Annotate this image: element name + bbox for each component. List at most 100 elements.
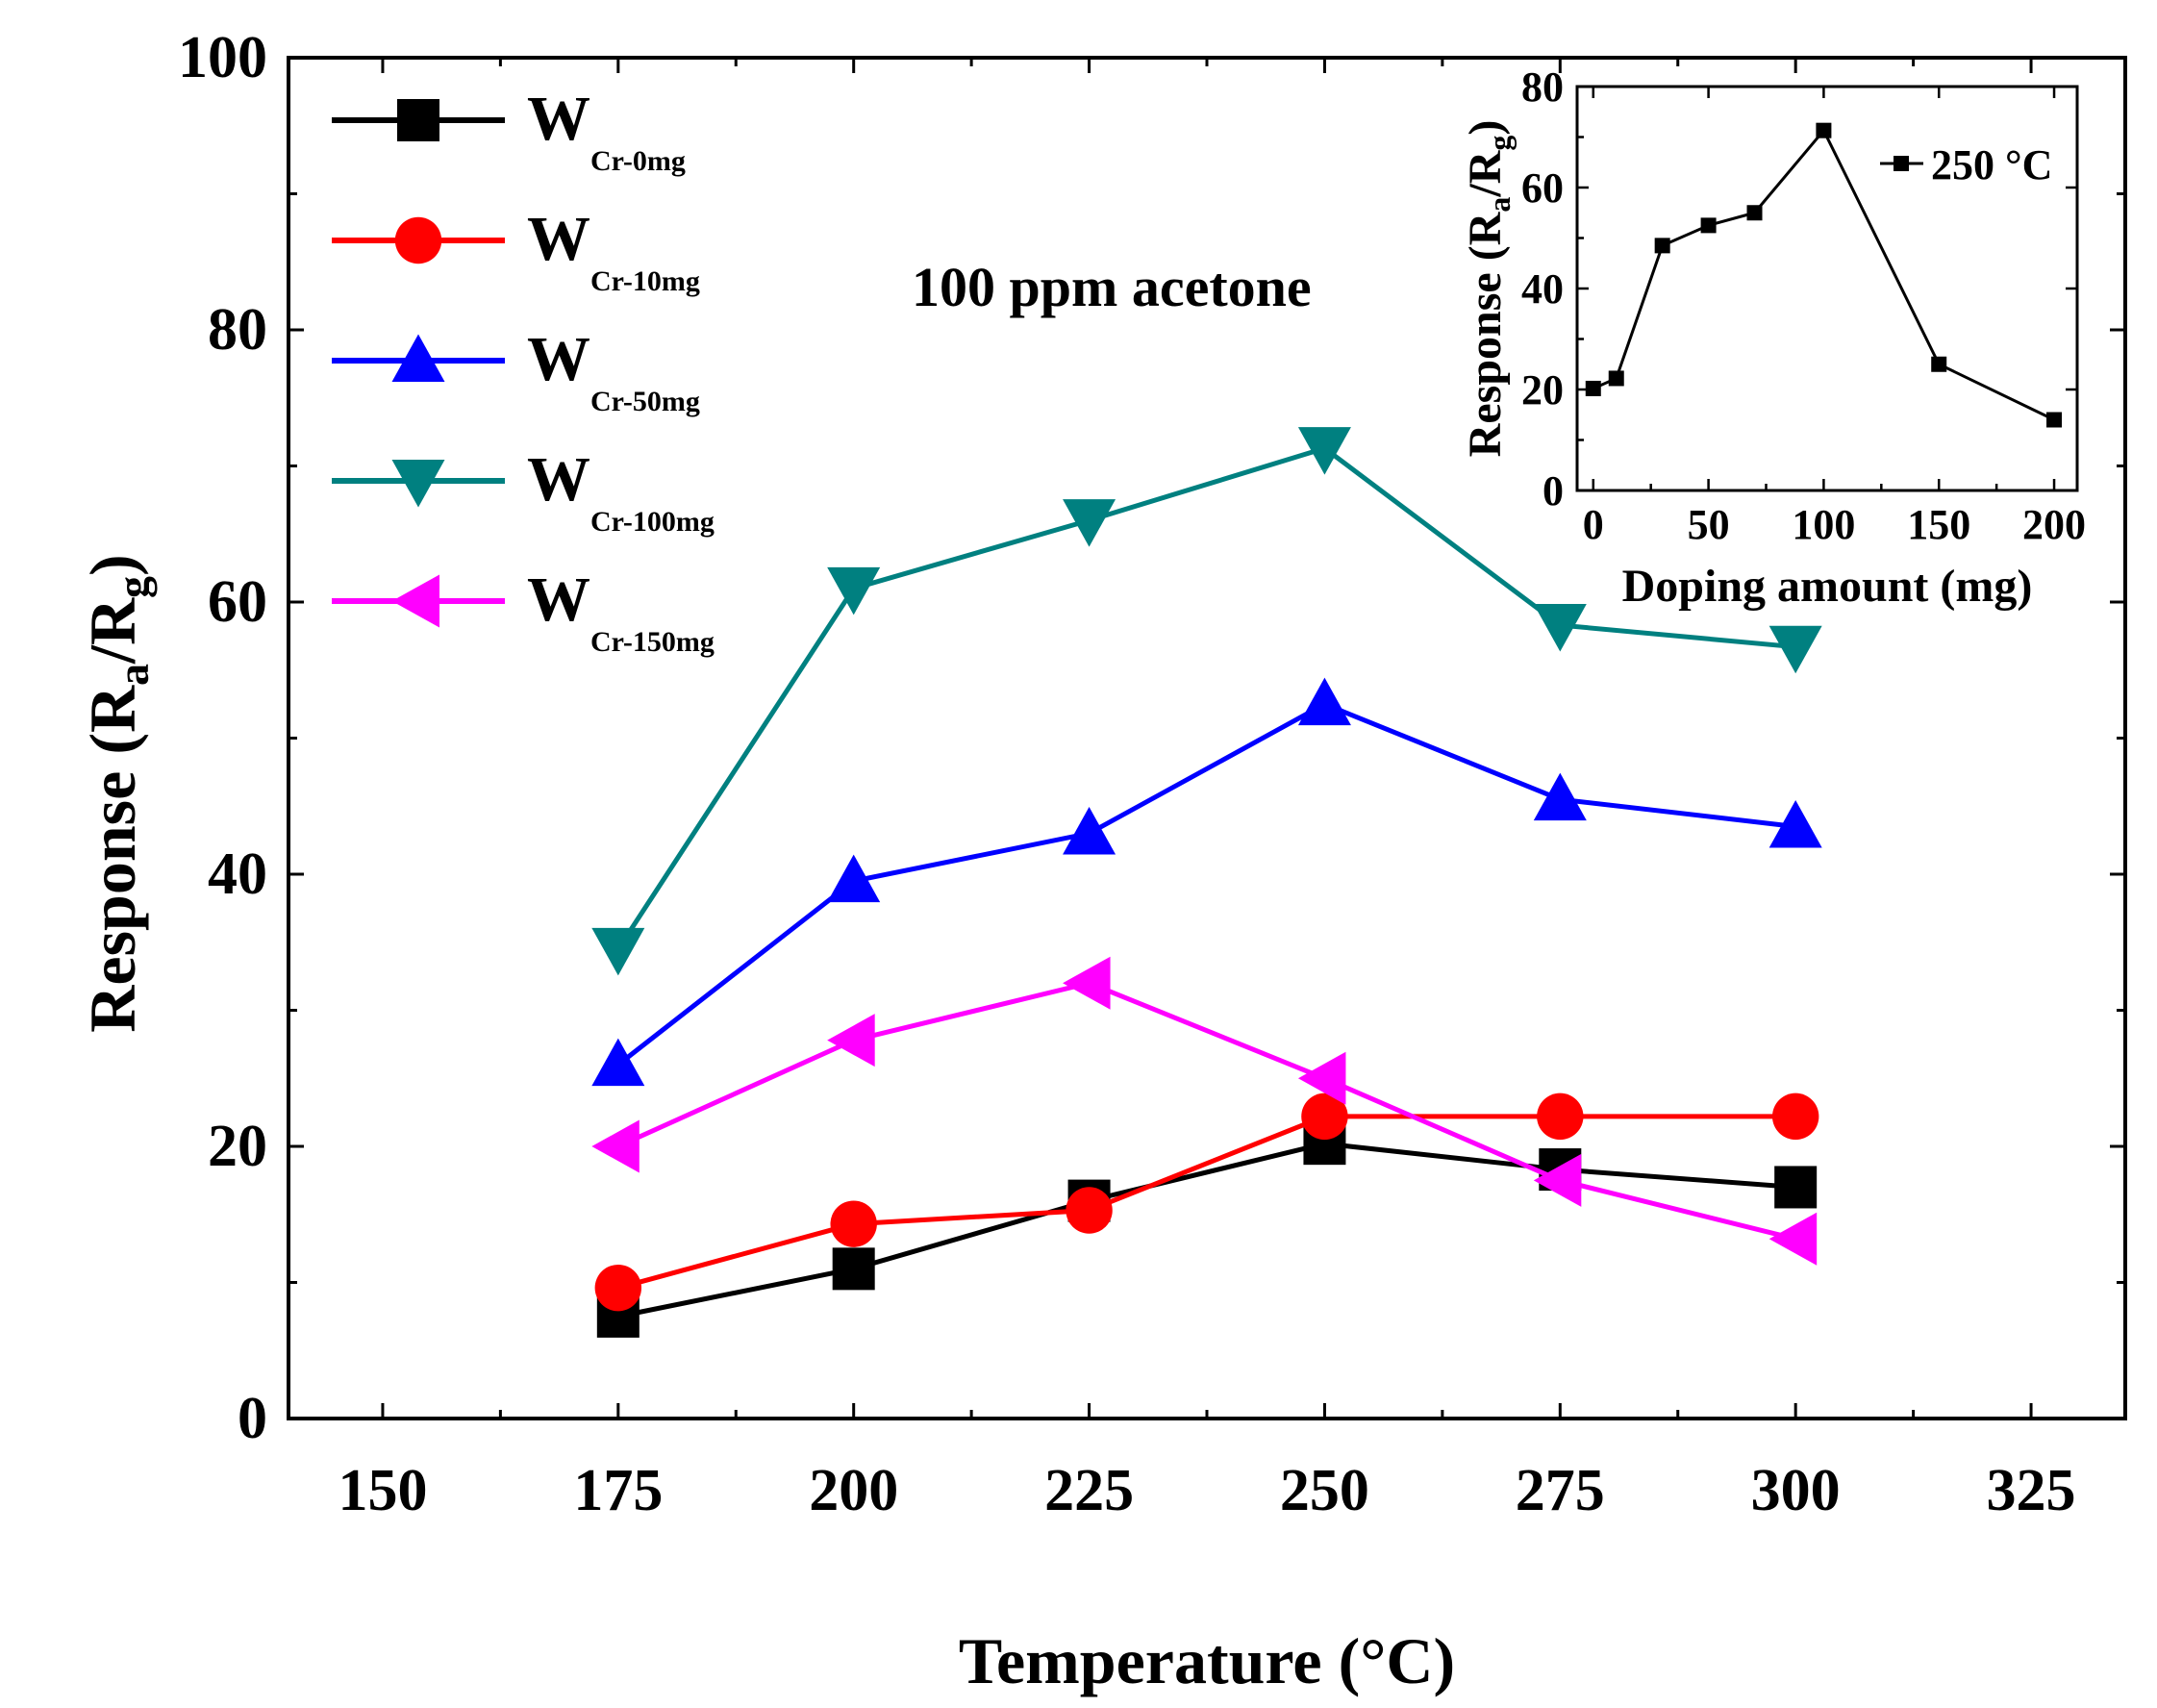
y-tick-label: 0	[238, 1386, 267, 1451]
legend-item: WCr-0mg	[332, 84, 686, 177]
inset-series-line	[1593, 127, 2055, 421]
data-point	[1533, 1153, 1582, 1207]
inset-x-tick-label: 150	[1907, 501, 1970, 548]
x-tick-label: 250	[1280, 1458, 1369, 1523]
legend-marker	[391, 460, 445, 508]
legend-label-sub: Cr-50mg	[590, 386, 700, 417]
legend-label: WCr-150mg	[527, 565, 715, 658]
legend-marker	[391, 334, 445, 382]
series-cr-10mg	[594, 1093, 1819, 1312]
main-y-axis-label: Response (Ra/Rg)	[76, 554, 158, 1032]
data-point	[1063, 807, 1116, 855]
inset-legend-label: 250 °C	[1931, 141, 2052, 188]
data-point	[1066, 1187, 1113, 1234]
main-series-layer	[591, 427, 1822, 1338]
inset-y-tick-label: 80	[1521, 63, 1564, 111]
y-tick-label: 100	[178, 25, 267, 90]
inset-data-point	[1700, 217, 1717, 234]
legend-label-main: W	[527, 84, 590, 154]
data-point	[591, 927, 645, 976]
legend-marker	[391, 574, 439, 628]
legend-label-main: W	[527, 324, 590, 394]
data-point	[1297, 427, 1351, 475]
inset-data-point	[1931, 356, 1947, 372]
x-tick-label: 275	[1516, 1458, 1605, 1523]
data-point	[1768, 625, 1822, 674]
data-point	[830, 1200, 877, 1247]
data-point	[827, 854, 881, 903]
series-cr-50mg	[591, 677, 1822, 1087]
main-x-axis-label: Temperature (°C)	[959, 1624, 1455, 1697]
legend-label-main: W	[527, 444, 590, 515]
legend-label: WCr-50mg	[527, 324, 700, 417]
legend-label: WCr-0mg	[527, 84, 686, 177]
inset-data-point	[1816, 122, 1832, 138]
inset-y-tick-label: 60	[1521, 164, 1564, 212]
legend-item: WCr-100mg	[332, 444, 715, 538]
y-tick-label: 40	[208, 841, 267, 907]
series-cr-0mg	[596, 1122, 1818, 1338]
inset-x-tick-label: 200	[2022, 501, 2086, 548]
inset-data-point	[1746, 205, 1763, 221]
series-line	[617, 1141, 1796, 1319]
legend-label-sub: Cr-150mg	[590, 626, 715, 658]
series-cr-150mg	[591, 956, 1818, 1266]
data-point	[591, 1119, 640, 1173]
series-line	[616, 980, 1796, 1242]
series-cr-100mg	[591, 427, 1822, 976]
chart-annotation: 100 ppm acetone	[912, 256, 1312, 318]
inset-axis-ticks: 0 50 100 150 200 0 20 40 60 80	[1521, 63, 2086, 548]
x-tick-label: 175	[573, 1458, 663, 1523]
data-point	[1768, 1212, 1818, 1266]
data-point	[827, 1014, 875, 1068]
data-point	[1537, 1093, 1584, 1141]
inset-y-tick-label: 0	[1543, 467, 1564, 515]
data-point	[591, 1038, 645, 1087]
legend-label-sub: Cr-10mg	[590, 265, 700, 297]
legend-marker	[394, 216, 442, 264]
data-point	[1297, 1051, 1346, 1105]
inset-data-point	[1654, 238, 1670, 254]
legend-label: WCr-100mg	[527, 444, 715, 538]
inset-x-axis-label: Doping amount (mg)	[1622, 561, 2033, 612]
data-point	[1301, 1093, 1348, 1141]
data-point	[594, 1264, 642, 1312]
series-line	[616, 701, 1796, 1068]
legend-item: WCr-150mg	[332, 565, 715, 658]
inset-data-point	[1585, 380, 1601, 396]
data-point	[1297, 677, 1351, 726]
inset-series-layer	[1585, 122, 2063, 428]
data-point	[1533, 604, 1587, 652]
inset-x-tick-label: 0	[1583, 501, 1604, 548]
legend-label-sub: Cr-100mg	[590, 506, 715, 538]
x-tick-label: 325	[1987, 1458, 2076, 1523]
x-tick-label: 300	[1751, 1458, 1841, 1523]
legend-label-main: W	[527, 204, 590, 274]
inset-data-point	[2046, 412, 2063, 428]
y-tick-label: 80	[208, 297, 267, 363]
legend-item: WCr-50mg	[332, 324, 700, 417]
x-tick-label: 200	[809, 1458, 898, 1523]
inset-y-tick-label: 20	[1521, 366, 1564, 414]
legend-label: WCr-10mg	[527, 204, 700, 297]
x-tick-label: 150	[338, 1458, 427, 1523]
inset-y-axis-label: Response (Ra/Rg)	[1460, 120, 1517, 458]
data-point	[827, 566, 881, 615]
inset-data-point	[1608, 370, 1624, 387]
x-tick-label: 225	[1044, 1458, 1134, 1523]
legend-item: WCr-10mg	[332, 204, 700, 297]
series-line	[615, 445, 1796, 951]
inset-legend-marker	[1894, 156, 1909, 171]
inset-y-tick-label: 40	[1521, 265, 1564, 313]
legend-label-main: W	[527, 565, 590, 635]
y-tick-label: 60	[208, 569, 267, 635]
y-tick-label: 20	[208, 1114, 267, 1179]
inset-x-tick-label: 100	[1792, 501, 1855, 548]
data-point	[832, 1247, 875, 1291]
data-point	[1768, 799, 1822, 848]
inset-series	[1585, 122, 2063, 428]
data-point	[1063, 956, 1111, 1010]
data-point	[1774, 1166, 1818, 1209]
